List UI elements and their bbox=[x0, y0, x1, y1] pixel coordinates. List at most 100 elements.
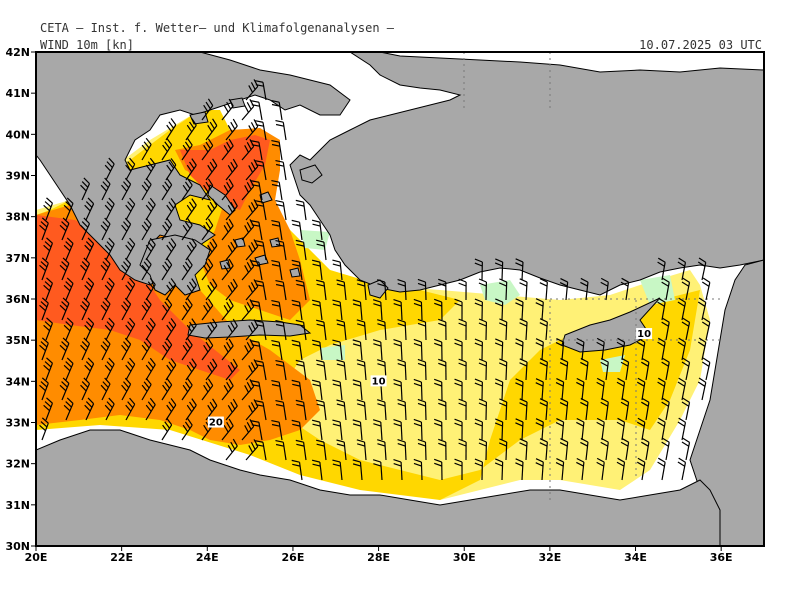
wind-barb bbox=[576, 337, 585, 361]
wind-barb bbox=[356, 439, 367, 461]
wind-barb bbox=[372, 459, 383, 481]
wind-barb bbox=[84, 197, 95, 221]
wind-barb bbox=[271, 99, 283, 121]
wind-barb bbox=[255, 320, 267, 341]
wind-barb bbox=[59, 297, 70, 321]
wind-barb bbox=[121, 177, 132, 201]
wind-barb bbox=[255, 80, 267, 101]
x-tick-label: 32E bbox=[538, 551, 561, 564]
wind-barb bbox=[39, 337, 49, 361]
wind-barb bbox=[377, 319, 387, 341]
wind-barb bbox=[494, 458, 504, 481]
wind-barb bbox=[332, 299, 343, 321]
wind-barb bbox=[433, 418, 443, 441]
wind-barb bbox=[250, 380, 263, 401]
wind-barb bbox=[519, 358, 528, 381]
wind-barb bbox=[600, 277, 609, 301]
wind-barb bbox=[225, 318, 238, 341]
wind-barb bbox=[185, 158, 197, 181]
wind-barb bbox=[315, 399, 327, 421]
contour-label-bg bbox=[636, 328, 653, 340]
wind-barb bbox=[616, 337, 626, 361]
wind-barb bbox=[221, 98, 234, 121]
wind-barb bbox=[125, 317, 136, 341]
wind-barb bbox=[413, 338, 423, 361]
wind-barb bbox=[535, 418, 544, 441]
wind-barb bbox=[225, 438, 238, 461]
wind-barb bbox=[336, 279, 347, 301]
wind-barb bbox=[141, 137, 152, 161]
wind-barb bbox=[332, 459, 343, 481]
wind-barb bbox=[498, 278, 508, 301]
wind-barb bbox=[255, 240, 267, 261]
wind-barb bbox=[498, 438, 508, 461]
wind-barb bbox=[245, 399, 259, 421]
x-axis: 20E 22E 24E 26E 28E 30E 32E 34E 36E bbox=[25, 546, 733, 564]
wind-barb bbox=[291, 299, 303, 321]
wind-barb bbox=[616, 457, 626, 481]
wind-barb bbox=[641, 437, 650, 461]
wind-barb bbox=[145, 157, 156, 181]
wind-barb bbox=[100, 257, 111, 281]
wind-barb bbox=[63, 397, 74, 421]
wind-barb bbox=[165, 158, 177, 181]
land-balkans-greece bbox=[36, 52, 351, 286]
wind-barb bbox=[657, 257, 666, 281]
institute-title: CETA — Inst. f. Wetter— und Klimafolgena… bbox=[40, 21, 395, 35]
wind-barb bbox=[498, 358, 508, 381]
contour-label: 20 bbox=[209, 418, 223, 429]
contour-label-bg bbox=[207, 416, 224, 428]
wind-barb bbox=[145, 277, 156, 301]
wind-barb bbox=[43, 397, 54, 421]
wind-barb bbox=[393, 338, 403, 361]
wind-barb bbox=[161, 378, 173, 401]
wind-barb bbox=[275, 279, 287, 301]
land-lesbos bbox=[299, 164, 323, 184]
wind-barb bbox=[104, 397, 115, 421]
wind-barb bbox=[372, 419, 383, 441]
wind-barb bbox=[43, 237, 54, 261]
wind-barb bbox=[255, 200, 267, 221]
wind-barb bbox=[165, 238, 177, 261]
wind-barb bbox=[474, 418, 483, 441]
wind-barb bbox=[535, 298, 544, 321]
wind-barb bbox=[681, 317, 691, 341]
wind-barb bbox=[295, 359, 307, 381]
x-tick-label: 20E bbox=[25, 551, 48, 564]
wind-barb bbox=[393, 418, 403, 441]
wind-barb bbox=[393, 378, 403, 401]
wind-barb bbox=[185, 198, 197, 221]
wind-barb bbox=[295, 319, 307, 341]
wind-barb bbox=[559, 438, 569, 461]
wind-barb bbox=[181, 418, 193, 441]
wind-barb bbox=[63, 197, 74, 221]
wind-barb bbox=[393, 298, 403, 321]
wind-barb bbox=[519, 438, 528, 461]
wind-barb bbox=[576, 377, 585, 401]
wind-barb bbox=[332, 339, 343, 361]
wind-barb bbox=[616, 377, 626, 401]
wind-barb bbox=[275, 199, 287, 221]
wind-barb bbox=[336, 359, 347, 381]
wind-barb bbox=[221, 298, 234, 321]
wind-barb bbox=[225, 358, 238, 381]
wind-barb bbox=[413, 378, 423, 401]
wind-barb bbox=[519, 398, 528, 421]
wind-barb bbox=[372, 299, 383, 321]
wind-barb bbox=[559, 398, 569, 421]
wind-barb bbox=[413, 298, 423, 321]
wind-barb bbox=[245, 79, 259, 101]
wind-barb bbox=[478, 438, 488, 461]
wind-barb bbox=[80, 377, 91, 401]
wind-barb bbox=[311, 419, 323, 441]
wind-barb bbox=[311, 459, 323, 481]
wind-barb bbox=[535, 458, 544, 481]
wind-barb bbox=[620, 277, 630, 301]
wind-barb bbox=[295, 279, 307, 301]
wind-barb bbox=[681, 397, 691, 421]
wind-barb bbox=[221, 178, 234, 201]
y-tick-label: 32N bbox=[5, 458, 30, 471]
wind-barb bbox=[576, 417, 585, 441]
wind-barb bbox=[141, 297, 152, 321]
wind-barb bbox=[59, 337, 70, 361]
